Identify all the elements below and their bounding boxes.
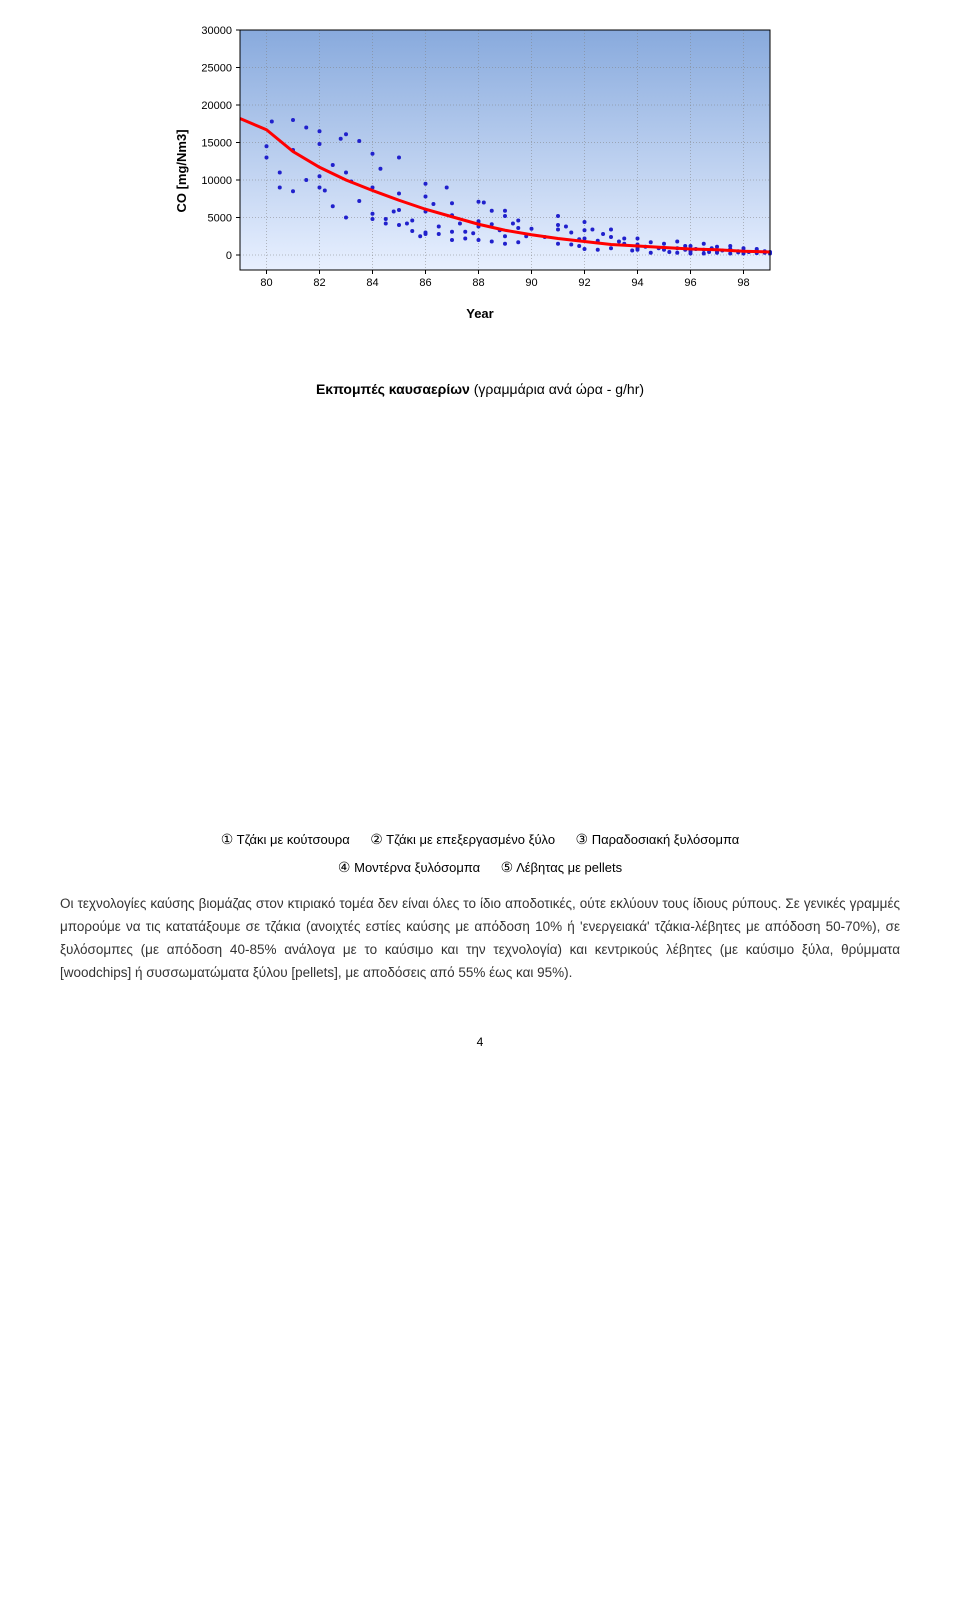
- emissions-title-bold: Εκπομπές καυσαερίων: [316, 381, 470, 397]
- legend-num-2: ②: [370, 831, 383, 847]
- scatter-chart: 0 5000 10000 15000 20000 25000 30000 80 82 84 86 88…: [180, 20, 780, 300]
- legend-item-4: ④ Μοντέρνα ξυλόσομπα: [338, 859, 480, 876]
- svg-text:86: 86: [419, 277, 431, 289]
- emissions-title-rest: (γραμμάρια ανά ώρα - g/hr): [470, 381, 644, 397]
- body-paragraph: Οι τεχνολογίες καύσης βιομάζας στον κτιρ…: [60, 893, 900, 985]
- legend-num-3: ③: [576, 831, 589, 847]
- svg-text:98: 98: [737, 277, 749, 289]
- svg-text:30000: 30000: [201, 25, 232, 37]
- legend-row-1: ① Τζάκι με κούτσουρα ② Τζάκι με επεξεργα…: [60, 831, 900, 849]
- svg-text:0: 0: [226, 250, 232, 262]
- legend-item-5: ⑤ Λέβητας με pellets: [501, 859, 622, 876]
- scatter-chart-container: CO [mg/Nm3] 0500010000150002000025000300…: [180, 20, 780, 321]
- scatter-xlabel: Year: [180, 306, 780, 321]
- svg-text:20000: 20000: [201, 100, 232, 112]
- scatter-ylabel: CO [mg/Nm3]: [174, 129, 189, 212]
- emissions-chart-container: Εκπομπές καυσαερίων (γραμμάρια ανά ώρα -…: [200, 381, 760, 801]
- svg-text:96: 96: [684, 277, 696, 289]
- legend-text-4: Μοντέρνα ξυλόσομπα: [354, 860, 480, 875]
- legend-num-1: ①: [221, 831, 234, 847]
- svg-text:15000: 15000: [201, 138, 232, 150]
- legend-num-4: ④: [338, 859, 351, 875]
- legend-text-3: Παραδοσιακή ξυλόσομπα: [592, 832, 740, 847]
- svg-text:25000: 25000: [201, 63, 232, 75]
- emissions-chart: [200, 401, 760, 801]
- svg-text:5000: 5000: [208, 213, 232, 225]
- svg-text:80: 80: [260, 277, 272, 289]
- legend-num-5: ⑤: [501, 859, 514, 875]
- svg-text:10000: 10000: [201, 175, 232, 187]
- svg-text:92: 92: [578, 277, 590, 289]
- page-number: 4: [60, 1035, 900, 1049]
- legend-item-2: ② Τζάκι με επεξεργασμένο ξύλο: [370, 831, 555, 848]
- svg-text:88: 88: [472, 277, 484, 289]
- svg-text:90: 90: [525, 277, 537, 289]
- legend-text-5: Λέβητας με pellets: [516, 860, 622, 875]
- legend-text-2: Τζάκι με επεξεργασμένο ξύλο: [386, 832, 555, 847]
- legend-item-3: ③ Παραδοσιακή ξυλόσομπα: [576, 831, 740, 848]
- legend-text-1: Τζάκι με κούτσουρα: [237, 832, 350, 847]
- legend-row-2: ④ Μοντέρνα ξυλόσομπα ⑤ Λέβητας με pellet…: [60, 859, 900, 877]
- svg-text:94: 94: [631, 277, 643, 289]
- svg-text:82: 82: [313, 277, 325, 289]
- emissions-title: Εκπομπές καυσαερίων (γραμμάρια ανά ώρα -…: [200, 381, 760, 397]
- legend-item-1: ① Τζάκι με κούτσουρα: [221, 831, 350, 848]
- svg-text:84: 84: [366, 277, 378, 289]
